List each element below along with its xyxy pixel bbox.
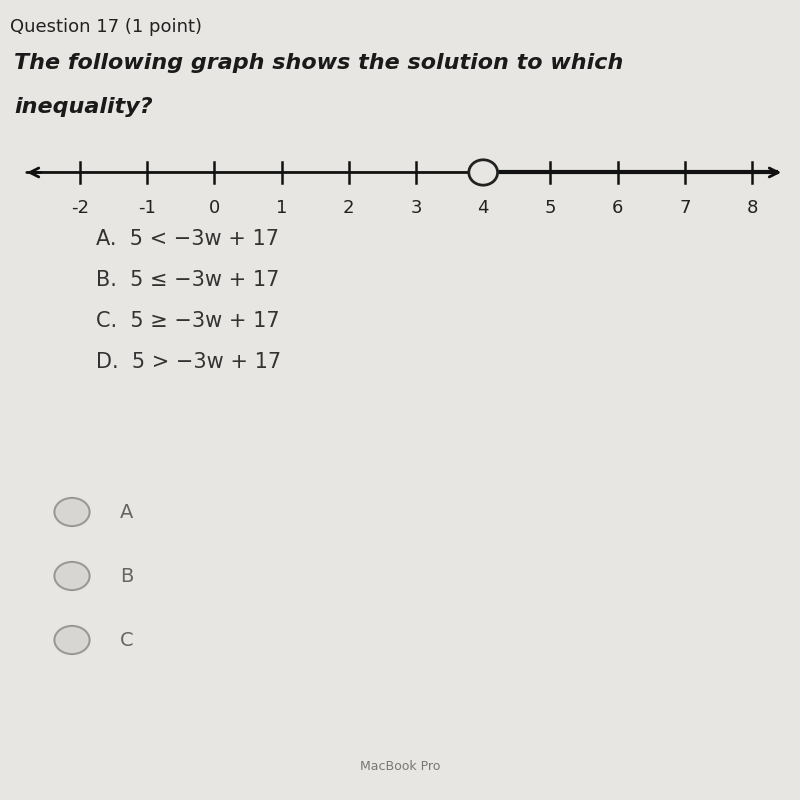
Circle shape: [469, 160, 498, 185]
Text: B: B: [120, 566, 134, 586]
Text: inequality?: inequality?: [14, 97, 153, 117]
Text: A: A: [120, 502, 134, 522]
Circle shape: [54, 562, 90, 590]
Text: 1: 1: [276, 199, 287, 218]
Text: The following graph shows the solution to which: The following graph shows the solution t…: [14, 53, 624, 73]
Text: MacBook Pro: MacBook Pro: [360, 761, 440, 774]
Text: 2: 2: [343, 199, 354, 218]
Text: 6: 6: [612, 199, 623, 218]
Text: A.  5 < −3w + 17: A. 5 < −3w + 17: [96, 230, 279, 250]
Text: 0: 0: [209, 199, 220, 218]
Text: -1: -1: [138, 199, 156, 218]
Text: 4: 4: [478, 199, 489, 218]
Text: 8: 8: [746, 199, 758, 218]
Circle shape: [54, 498, 90, 526]
Text: C.  5 ≥ −3w + 17: C. 5 ≥ −3w + 17: [96, 311, 280, 331]
Text: B.  5 ≤ −3w + 17: B. 5 ≤ −3w + 17: [96, 270, 279, 290]
Text: C: C: [120, 630, 134, 650]
Text: 7: 7: [679, 199, 690, 218]
Text: D.  5 > −3w + 17: D. 5 > −3w + 17: [96, 352, 281, 372]
Text: Question 17 (1 point): Question 17 (1 point): [10, 18, 202, 35]
Circle shape: [54, 626, 90, 654]
Text: 5: 5: [545, 199, 556, 218]
Text: -2: -2: [71, 199, 89, 218]
Text: 3: 3: [410, 199, 422, 218]
